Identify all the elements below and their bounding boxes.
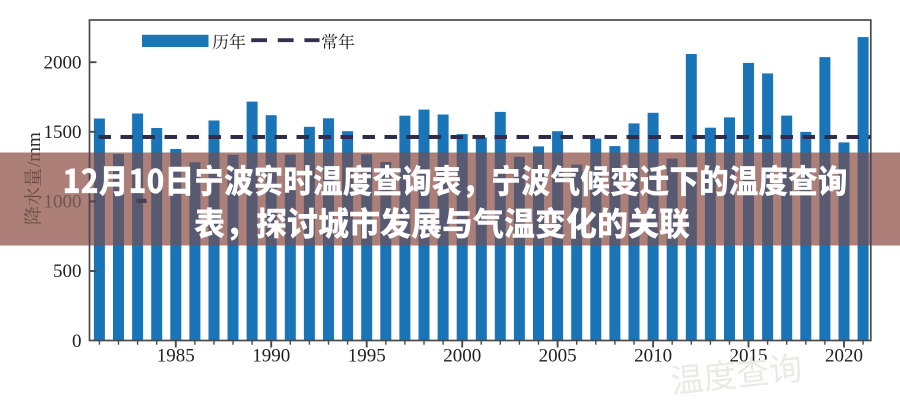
svg-text:2020: 2020 <box>825 346 863 367</box>
svg-text:1500: 1500 <box>44 122 82 143</box>
svg-text:500: 500 <box>53 261 82 282</box>
svg-text:1000: 1000 <box>44 192 82 213</box>
svg-text:1985: 1985 <box>157 346 195 367</box>
svg-text:2005: 2005 <box>539 346 577 367</box>
svg-text:2010: 2010 <box>634 346 672 367</box>
svg-text:1990: 1990 <box>252 346 290 367</box>
svg-text:2000: 2000 <box>443 346 481 367</box>
svg-text:0: 0 <box>72 331 82 352</box>
svg-text:2000: 2000 <box>44 52 82 73</box>
svg-text:/mm: /mm <box>24 132 45 167</box>
svg-text:1995: 1995 <box>348 346 386 367</box>
